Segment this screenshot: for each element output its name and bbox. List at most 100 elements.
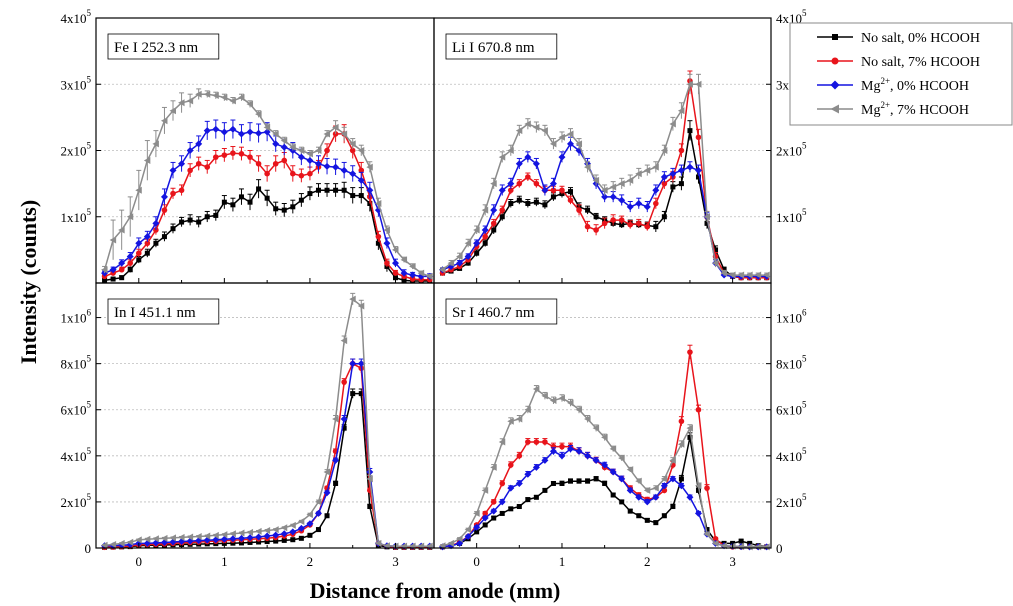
data-point	[230, 202, 236, 208]
data-point	[533, 180, 540, 187]
data-point	[289, 528, 297, 536]
data-point	[400, 269, 408, 277]
data-point	[256, 186, 262, 192]
series-line	[442, 80, 767, 279]
data-point	[255, 129, 263, 137]
data-point	[541, 392, 548, 400]
data-point	[273, 538, 279, 544]
data-point	[482, 240, 488, 246]
data-point	[281, 157, 288, 164]
data-point	[524, 470, 532, 478]
data-point	[541, 127, 548, 135]
data-point	[516, 197, 522, 203]
data-point	[109, 266, 117, 274]
data-point	[507, 187, 514, 194]
data-point	[366, 163, 373, 171]
panel-label-box	[445, 33, 558, 60]
y-tick-label: 2x105	[61, 141, 92, 159]
data-point	[550, 194, 556, 200]
data-point	[306, 150, 313, 158]
data-point	[230, 540, 236, 546]
data-point	[567, 140, 575, 148]
data-point	[314, 509, 322, 517]
data-point	[618, 475, 626, 483]
data-point	[264, 195, 270, 201]
data-point	[592, 456, 600, 464]
x-tick-label: 0	[136, 554, 143, 569]
data-point	[660, 147, 668, 154]
data-point	[178, 533, 185, 541]
data-point	[289, 521, 296, 529]
data-point	[298, 197, 304, 203]
y-tick-label: 2x105	[776, 141, 807, 159]
data-point	[332, 123, 339, 131]
data-point	[118, 226, 125, 234]
data-point	[272, 531, 280, 539]
x-tick-label: 3	[392, 554, 399, 569]
data-point	[118, 259, 126, 267]
data-point	[703, 530, 711, 538]
data-point	[127, 260, 134, 266]
data-point	[618, 196, 626, 204]
data-point	[169, 534, 177, 542]
data-point	[481, 514, 489, 522]
data-point	[763, 271, 770, 279]
data-point	[350, 193, 356, 199]
data-point	[341, 379, 347, 385]
data-point	[290, 204, 296, 210]
data-point	[498, 153, 506, 161]
data-point	[669, 456, 676, 464]
data-point	[314, 160, 322, 168]
data-point	[229, 97, 236, 105]
data-point	[601, 220, 608, 227]
panel-label: Sr I 460.7 nm	[452, 305, 535, 321]
data-point	[635, 493, 643, 501]
data-point	[238, 194, 244, 200]
data-point	[593, 476, 599, 482]
data-point	[678, 418, 685, 425]
x-tick-label: 2	[307, 554, 314, 569]
data-point	[618, 454, 625, 462]
data-point	[661, 214, 667, 220]
series-line	[442, 437, 767, 548]
panel-label: Li I 670.8 nm	[452, 40, 535, 56]
panel-fe: 1x105 2x105 3x105 4x105 Fe I 252.3 nm	[61, 8, 435, 284]
legend-label: Mg2+, 7% HCOOH	[861, 100, 969, 118]
data-point	[568, 189, 574, 195]
data-point	[498, 186, 506, 194]
data-point	[558, 153, 566, 161]
data-point	[593, 214, 599, 220]
data-point	[678, 476, 684, 482]
data-point	[323, 489, 331, 497]
data-point	[332, 163, 340, 171]
data-point	[643, 203, 651, 211]
data-point	[584, 163, 591, 171]
panel-label: In I 451.1 nm	[114, 305, 196, 321]
data-point	[358, 193, 364, 199]
data-point	[738, 538, 744, 544]
data-point	[246, 534, 254, 542]
data-point	[635, 477, 642, 485]
data-point	[118, 266, 125, 273]
data-point	[340, 130, 348, 138]
data-point	[350, 391, 356, 397]
data-point	[307, 532, 313, 538]
data-point	[102, 277, 108, 283]
data-point	[409, 262, 416, 270]
data-point	[568, 478, 574, 484]
data-point	[602, 480, 608, 486]
data-point	[584, 223, 591, 230]
data-point	[609, 193, 617, 201]
data-point	[229, 125, 237, 133]
data-point	[635, 200, 643, 207]
data-point	[126, 253, 134, 260]
data-point	[349, 147, 356, 154]
data-point	[712, 539, 719, 547]
data-point	[447, 539, 455, 547]
data-point	[238, 151, 245, 157]
data-point	[256, 539, 262, 545]
data-point	[280, 524, 288, 532]
x-tick-label: 1	[221, 554, 228, 569]
data-point	[636, 513, 642, 519]
data-point	[297, 524, 305, 532]
